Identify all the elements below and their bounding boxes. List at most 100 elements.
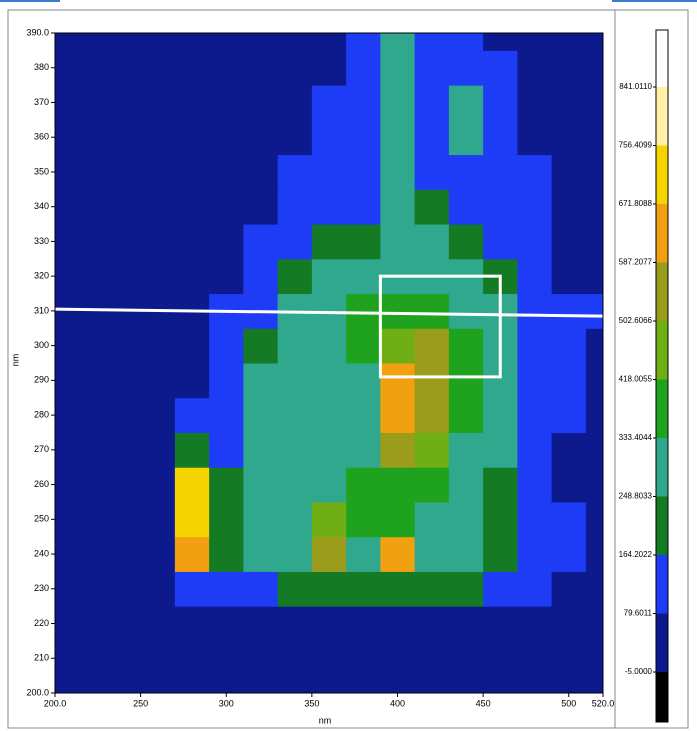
contour-cell	[414, 467, 450, 503]
contour-cell	[448, 224, 484, 260]
contour-cell	[551, 50, 587, 86]
colorbar-label: 333.4044	[619, 433, 653, 442]
colorbar-band	[656, 555, 668, 614]
colorbar-label: 164.2022	[619, 550, 653, 559]
contour-cell	[174, 33, 210, 51]
contour-cell	[106, 363, 142, 399]
contour-cell	[517, 50, 553, 86]
contour-cell	[209, 33, 244, 51]
contour-cell	[448, 33, 484, 51]
contour-cell	[448, 154, 484, 190]
contour-cell	[346, 33, 381, 51]
contour-cell	[55, 501, 73, 538]
contour-cell	[346, 293, 381, 329]
contour-cell	[106, 675, 142, 693]
contour-cell	[517, 397, 553, 433]
contour-cell	[174, 397, 210, 433]
contour-cell	[174, 501, 210, 538]
contour-cell	[585, 33, 603, 51]
contour-cell	[311, 397, 347, 433]
contour-cell	[380, 640, 416, 677]
contour-cell	[311, 501, 347, 538]
colorbar-band	[656, 30, 668, 87]
contour-cell	[551, 33, 587, 51]
contour-cell	[243, 224, 279, 260]
contour-cell	[174, 328, 210, 364]
contour-cell	[448, 571, 484, 607]
contour-cell	[448, 328, 484, 364]
contour-cell	[380, 501, 416, 538]
contour-cell	[277, 571, 313, 607]
contour-cell	[585, 363, 603, 399]
contour-cell	[517, 501, 553, 538]
contour-cell	[277, 224, 313, 260]
y-tick-label: 370	[34, 97, 49, 107]
contour-cell	[311, 536, 347, 572]
contour-cell	[448, 640, 484, 677]
contour-cell	[517, 258, 553, 295]
contour-cell	[311, 328, 347, 364]
contour-cell	[55, 154, 73, 190]
contour-cell	[140, 154, 176, 190]
x-tick-label: 350	[304, 698, 319, 708]
colorbar-band	[656, 496, 668, 555]
contour-cell	[551, 675, 587, 693]
contour-cell	[585, 224, 603, 260]
contour-cell	[209, 397, 244, 433]
contour-cell	[414, 224, 450, 260]
contour-cell	[414, 501, 450, 538]
contour-cell	[277, 432, 313, 468]
contour-cell	[55, 606, 73, 642]
contour-cell	[483, 189, 518, 225]
contour-cell	[311, 50, 347, 86]
y-tick-label: 350	[34, 166, 49, 176]
contour-cell	[483, 606, 518, 642]
contour-cell	[448, 50, 484, 86]
contour-cell	[517, 85, 553, 121]
contour-cell	[140, 675, 176, 693]
contour-cell	[140, 501, 176, 538]
contour-cell	[517, 432, 553, 468]
contour-cell	[311, 675, 347, 693]
colorbar-label: 841.0110	[619, 82, 652, 91]
contour-cell	[517, 606, 553, 642]
contour-cell	[448, 397, 484, 433]
contour-cell	[55, 397, 73, 433]
contour-cell	[243, 258, 279, 295]
contour-cell	[483, 85, 518, 121]
x-tick-label: 520.0	[592, 698, 615, 708]
contour-cell	[277, 189, 313, 225]
contour-cell	[585, 536, 603, 572]
contour-cell	[448, 85, 484, 121]
contour-cell	[311, 224, 347, 260]
contour-cell	[140, 189, 176, 225]
contour-cell	[55, 85, 73, 121]
y-tick-label: 200.0	[26, 687, 49, 697]
contour-cell	[346, 189, 381, 225]
contour-cell	[517, 154, 553, 190]
y-tick-label: 270	[34, 444, 49, 454]
y-tick-label: 260	[34, 479, 49, 489]
contour-cell	[72, 154, 107, 190]
contour-cell	[585, 328, 603, 364]
contour-cell	[517, 328, 553, 364]
contour-cell	[72, 606, 107, 642]
contour-cell	[277, 397, 313, 433]
contour-cell	[174, 50, 210, 86]
contour-cell	[551, 363, 587, 399]
contour-cell	[483, 675, 518, 693]
contour-cell	[55, 258, 73, 295]
contour-cell	[311, 154, 347, 190]
contour-cell	[346, 536, 381, 572]
colorbar-label: 79.6011	[624, 609, 653, 618]
contour-cell	[346, 328, 381, 364]
contour-cell	[174, 85, 210, 121]
contour-cell	[448, 432, 484, 468]
contour-cell	[311, 258, 347, 295]
contour-cell	[277, 467, 313, 503]
contour-cell	[277, 536, 313, 572]
colorbar-band	[656, 379, 668, 438]
contour-cell	[517, 224, 553, 260]
contour-cell	[277, 501, 313, 538]
contour-cell	[380, 33, 416, 51]
